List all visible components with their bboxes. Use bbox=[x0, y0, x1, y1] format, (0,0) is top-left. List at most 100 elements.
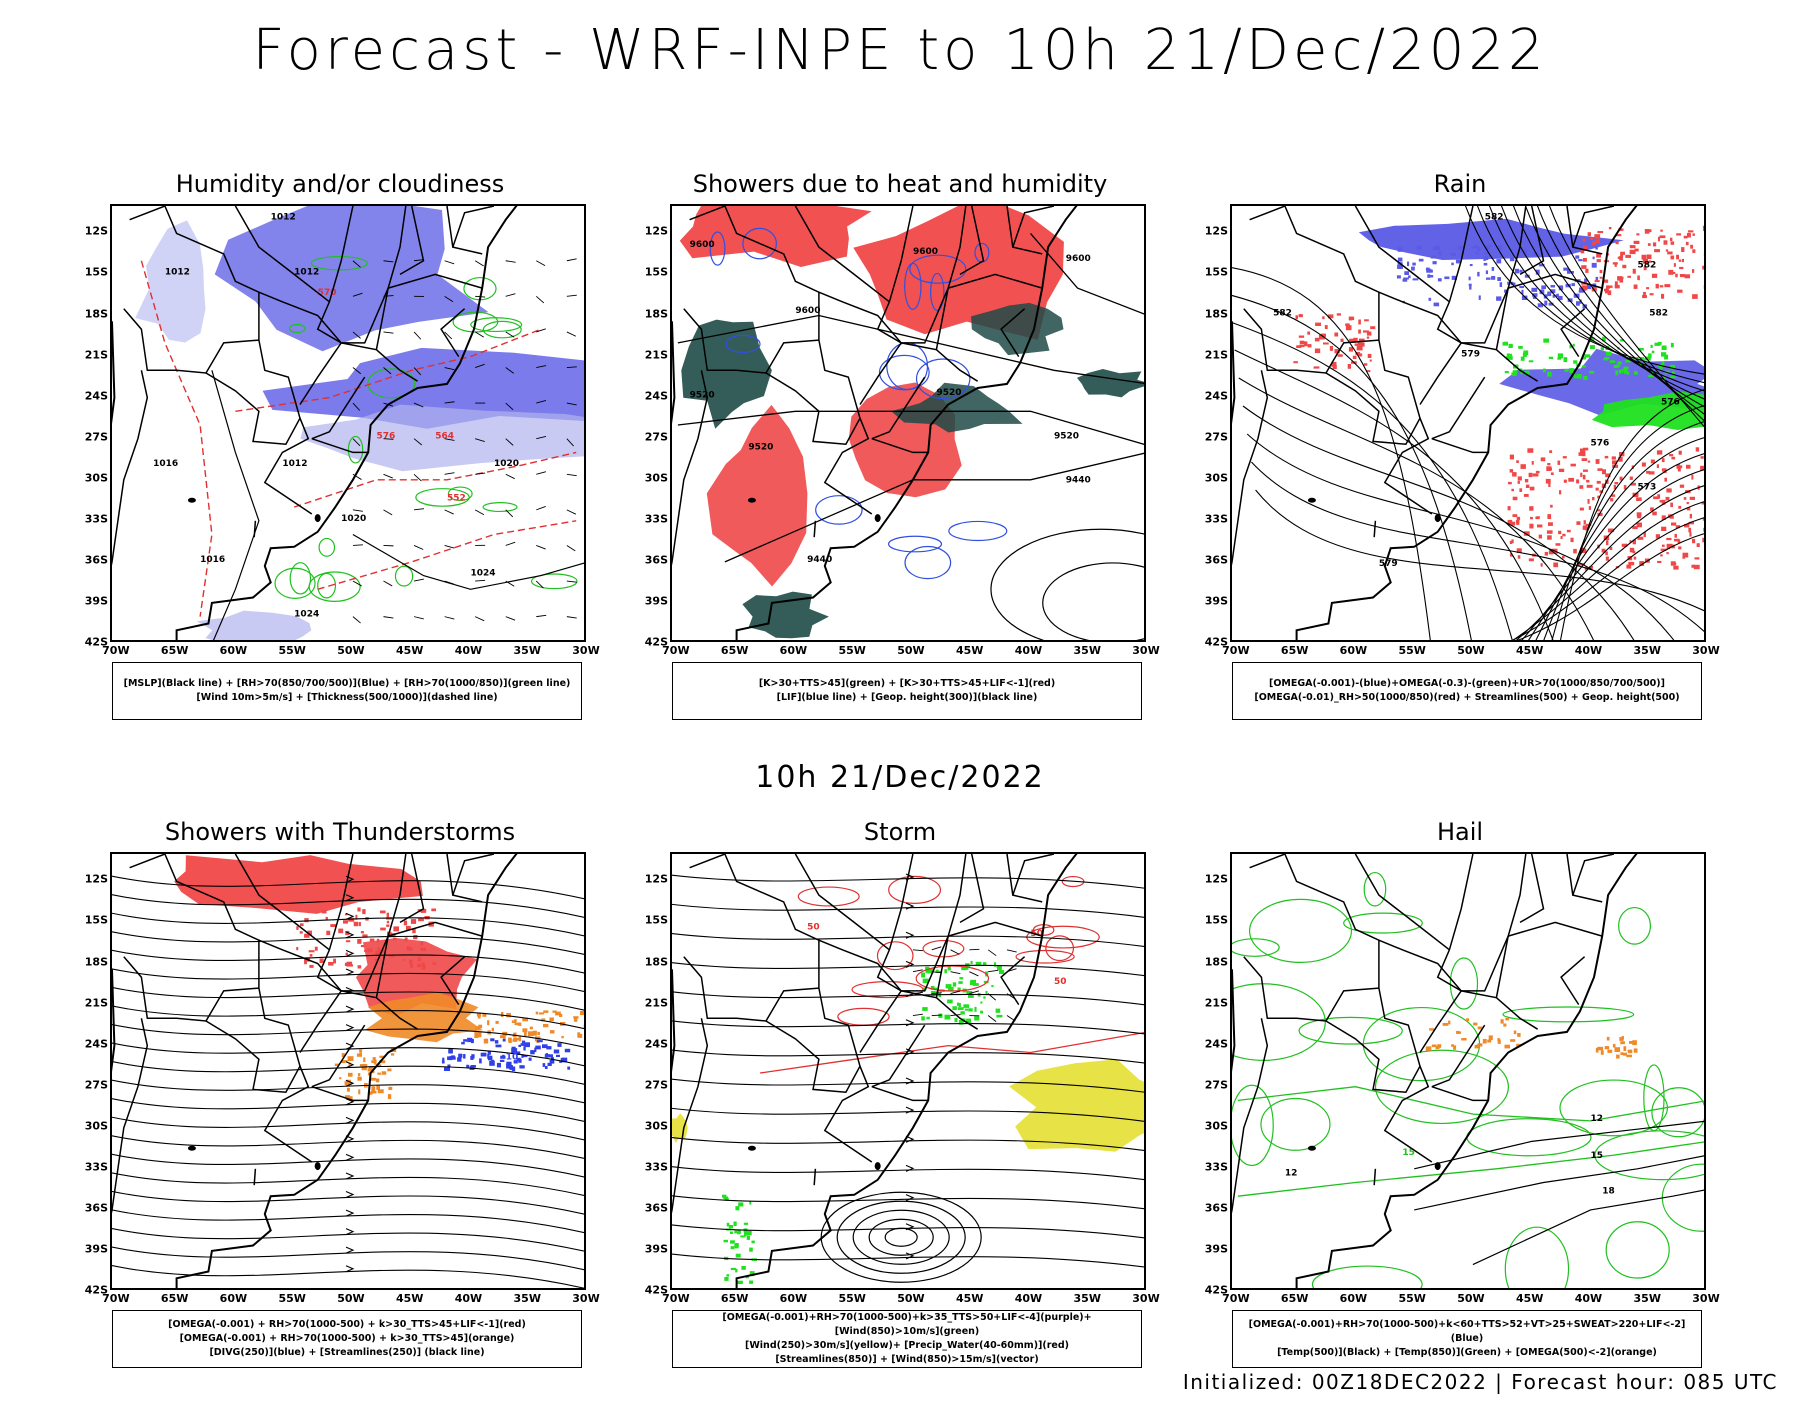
omega-red-patch bbox=[1583, 448, 1588, 451]
divergence-blue-patch bbox=[471, 1054, 474, 1058]
omega-red-patch bbox=[1694, 565, 1700, 569]
omega-red-patch bbox=[1689, 532, 1691, 536]
wind-vector bbox=[445, 510, 454, 514]
omega-500-orange-patch bbox=[1432, 1045, 1437, 1048]
omega-red-patch bbox=[1646, 255, 1651, 260]
thunderstorm-red-patch bbox=[322, 910, 327, 914]
wind-850-green-patch bbox=[991, 985, 993, 987]
omega-green-patch bbox=[1574, 374, 1577, 378]
omega-red-patch bbox=[1322, 316, 1324, 319]
omega-red-patch bbox=[1307, 332, 1310, 335]
omega-red-patch bbox=[1630, 548, 1634, 553]
contour-label: 1012 bbox=[294, 267, 319, 277]
temp-850-contour bbox=[1652, 1088, 1705, 1137]
omega-red-patch bbox=[1612, 456, 1616, 459]
wind-vector bbox=[353, 510, 363, 511]
longitude-tick-label: 55W bbox=[278, 1292, 305, 1305]
omega-red-patch bbox=[1537, 516, 1540, 518]
omega-green-patch bbox=[1508, 354, 1512, 356]
longitude-tick-label: 40W bbox=[1575, 644, 1602, 657]
omega-500-orange-patch bbox=[1624, 1046, 1627, 1051]
omega-red-patch bbox=[1600, 277, 1603, 279]
wind-850-green-patch bbox=[747, 1236, 750, 1240]
latitude-tick-label: 15S bbox=[645, 266, 668, 279]
thunderstorm-red-patch bbox=[320, 958, 324, 963]
omega-red-patch bbox=[1642, 463, 1646, 467]
omega-green-patch bbox=[1617, 362, 1621, 365]
contour-label: 576 bbox=[1661, 397, 1680, 407]
longitude-tick-label: 70W bbox=[102, 1292, 129, 1305]
wind-850-green-patch bbox=[749, 1281, 753, 1284]
omega-green-patch bbox=[1549, 357, 1553, 359]
legend-line: [DIVG(250)](blue) + [Streamlines(250)] (… bbox=[119, 1346, 575, 1360]
omega-green-patch bbox=[1624, 370, 1627, 374]
omega-red-patch bbox=[1658, 237, 1660, 242]
omega-red-patch bbox=[1608, 286, 1612, 288]
temp-850-contour bbox=[1606, 1222, 1669, 1278]
omega-red-patch bbox=[1645, 229, 1650, 234]
wind-vector bbox=[353, 617, 361, 623]
panel-showers-thunderstorms: Showers with Thunderstorms 10 [OMEGA(-0.… bbox=[70, 818, 610, 1408]
rh-1000-850-contour bbox=[395, 566, 412, 586]
omega-red-patch bbox=[1679, 267, 1683, 269]
omega-blue-patch bbox=[1456, 260, 1461, 264]
longitude-tick-label: 45W bbox=[956, 644, 983, 657]
omega-500-orange-patch bbox=[1615, 1047, 1621, 1052]
divergence-blue-patch bbox=[565, 1049, 570, 1053]
map-showers-thunderstorms: 10 bbox=[110, 852, 586, 1290]
country-border bbox=[901, 343, 977, 381]
omega-red-patch bbox=[1596, 488, 1599, 491]
wind-vector bbox=[475, 580, 485, 581]
omega-red-patch bbox=[1692, 269, 1694, 273]
divergence-blue-patch bbox=[554, 1050, 559, 1054]
omega-red-patch bbox=[1652, 512, 1657, 516]
thunderstorm-orange-patch bbox=[513, 1038, 519, 1041]
thunderstorm-orange-patch bbox=[478, 1032, 481, 1037]
omega-red-patch bbox=[1546, 466, 1551, 471]
wind-vector bbox=[567, 295, 577, 296]
omega-green-patch bbox=[1547, 372, 1552, 377]
omega-red-patch bbox=[1571, 538, 1574, 542]
omega-red-patch bbox=[1547, 463, 1550, 465]
latitude-tick-label: 27S bbox=[85, 1078, 108, 1091]
latitude-tick-label: 24S bbox=[645, 389, 668, 402]
temp-850-contour bbox=[1505, 1227, 1568, 1290]
omega-red-patch bbox=[1671, 256, 1675, 260]
omega-red-patch bbox=[1341, 339, 1344, 342]
omega-blue-patch bbox=[1434, 303, 1440, 307]
thunderstorm-orange-patch bbox=[347, 1088, 350, 1092]
longitude-tick-label: 60W bbox=[780, 1292, 807, 1305]
wind-vector bbox=[475, 617, 484, 621]
lake bbox=[875, 514, 881, 522]
omega-500-orange-patch bbox=[1632, 1040, 1637, 1045]
omega-green-patch bbox=[1624, 367, 1629, 371]
wind-850-green-patch bbox=[971, 961, 973, 964]
showers-red-area bbox=[680, 206, 872, 267]
precip-water-contour bbox=[1016, 951, 1074, 963]
streamline-arrow bbox=[346, 1229, 353, 1235]
omega-red-patch bbox=[1597, 231, 1603, 233]
thunderstorm-orange-patch bbox=[539, 1012, 544, 1014]
omega-blue-patch bbox=[1496, 296, 1501, 300]
omega-green-patch bbox=[1670, 376, 1675, 379]
coastline bbox=[1297, 854, 1650, 1290]
contour-label: 50 bbox=[1054, 977, 1067, 987]
omega-red-patch bbox=[1696, 447, 1699, 451]
thunderstorm-orange-patch bbox=[371, 1086, 375, 1091]
longitude-tick-label: 35W bbox=[514, 1292, 541, 1305]
longitude-tick-label: 30W bbox=[1132, 1292, 1159, 1305]
rh-1000-850-contour bbox=[309, 572, 360, 601]
wind-850-green-patch bbox=[947, 1000, 953, 1004]
wind-vector bbox=[414, 617, 424, 619]
omega-blue-patch bbox=[1492, 267, 1494, 271]
country-border bbox=[206, 1021, 300, 1092]
thunderstorm-red-patch bbox=[333, 959, 336, 964]
omega-green-patch bbox=[1621, 369, 1623, 373]
omega-red-patch bbox=[1670, 238, 1672, 241]
omega-red-patch bbox=[1606, 540, 1608, 545]
wind-850-green-patch bbox=[983, 962, 987, 965]
latitude-tick-label: 24S bbox=[85, 389, 108, 402]
omega-blue-patch bbox=[1458, 246, 1463, 250]
divergence-blue-patch bbox=[503, 1039, 506, 1042]
